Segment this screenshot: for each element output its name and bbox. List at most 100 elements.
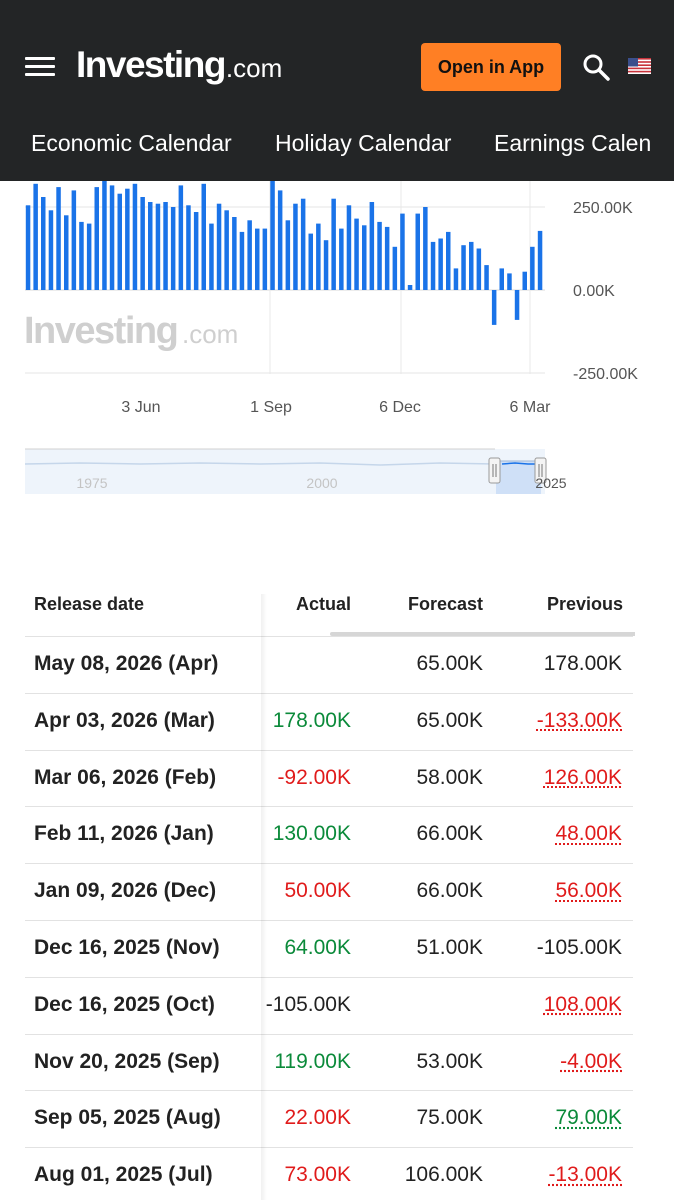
table-row[interactable]: Dec 16, 2025 (Nov) 64.00K 51.00K -105.00K (25, 920, 633, 977)
chart-bar[interactable] (308, 233, 314, 290)
chart-bar[interactable] (94, 187, 100, 290)
us-flag-icon[interactable] (628, 58, 651, 74)
hamburger-menu-icon[interactable] (25, 57, 55, 77)
chart-bar[interactable] (56, 187, 61, 290)
chart-bar[interactable] (430, 241, 436, 290)
chart-bar[interactable] (163, 202, 168, 290)
header-actual[interactable]: Actual (295, 594, 351, 614)
table-row[interactable]: Sep 05, 2025 (Aug) 22.00K 75.00K 79.00K (25, 1090, 633, 1147)
header-previous[interactable]: Previous (546, 594, 623, 614)
chart-bar[interactable] (148, 202, 153, 290)
chart-bar[interactable] (369, 202, 375, 290)
chart-bar[interactable] (270, 181, 275, 290)
chart-bar[interactable] (491, 290, 497, 325)
chart-bar[interactable] (33, 183, 38, 290)
table-row[interactable]: Aug 01, 2025 (Jul) 73.00K 106.00K -13.00K (25, 1147, 633, 1200)
chart-bar[interactable] (117, 193, 123, 290)
chart-bar[interactable] (170, 207, 176, 290)
chart-bar[interactable] (476, 248, 482, 291)
table-row[interactable]: May 08, 2026 (Apr) 65.00K 178.00K (25, 636, 633, 693)
previous-cell: 126.00K (543, 765, 622, 789)
chart-bar[interactable] (423, 207, 428, 290)
chart-bar[interactable] (255, 228, 260, 290)
table-row[interactable]: Jan 09, 2026 (Dec) 50.00K 66.00K 56.00K (25, 863, 633, 920)
table-row[interactable]: Mar 06, 2026 (Feb) -92.00K 58.00K 126.00K (25, 749, 633, 807)
chart-bar[interactable] (79, 221, 84, 290)
chart-bar[interactable] (438, 238, 443, 291)
chart-bar[interactable] (392, 246, 398, 290)
nav-earnings-calendar[interactable]: Earnings Calen (494, 130, 652, 156)
chart-bar[interactable] (71, 190, 77, 290)
chart-bar[interactable] (537, 230, 543, 290)
chart-bar[interactable] (530, 246, 535, 290)
table-row[interactable]: Nov 20, 2025 (Sep) 119.00K 53.00K -4.00K (25, 1033, 633, 1091)
chart-bar[interactable] (354, 218, 359, 290)
chart-bar[interactable] (216, 203, 222, 290)
navigator-selection[interactable] (496, 461, 541, 494)
chart-bar[interactable] (201, 183, 207, 290)
navigator-background[interactable] (25, 449, 545, 494)
chart-bar[interactable] (346, 205, 352, 290)
chart-bar[interactable] (300, 198, 306, 290)
header-release-date[interactable]: Release date (34, 594, 145, 614)
chart-bar[interactable] (224, 210, 229, 290)
chart-bar[interactable] (323, 240, 329, 290)
chart-bar[interactable] (132, 183, 138, 290)
sticky-column-shadow (261, 594, 267, 1200)
chart-bar[interactable] (407, 285, 413, 290)
chart-bar[interactable] (293, 203, 298, 290)
chart-bar[interactable] (25, 205, 31, 290)
nav-economic-calendar[interactable]: Economic Calendar (31, 130, 232, 156)
chart-bar[interactable] (446, 231, 451, 290)
nav-holiday-calendar[interactable]: Holiday Calendar (275, 130, 452, 156)
chart-bar[interactable] (522, 271, 528, 290)
chart-bar[interactable] (461, 245, 466, 290)
header-forecast[interactable]: Forecast (407, 594, 483, 614)
chart-bar[interactable] (331, 198, 336, 290)
search-icon[interactable] (582, 53, 610, 81)
chart-bar[interactable] (377, 221, 382, 290)
chart-bar[interactable] (41, 197, 46, 290)
chart-bar[interactable] (507, 273, 512, 290)
chart-bar[interactable] (277, 190, 283, 290)
open-in-app-button[interactable]: Open in App (421, 43, 561, 91)
chart-bar[interactable] (484, 265, 489, 290)
chart-bar[interactable] (125, 188, 130, 290)
chart-bar[interactable] (64, 215, 69, 290)
table-row[interactable]: Feb 11, 2026 (Jan) 130.00K 66.00K 48.00K (25, 806, 633, 863)
horizontal-scrollbar[interactable] (330, 632, 635, 636)
chart-bar[interactable] (178, 185, 184, 290)
chart-bar[interactable] (316, 223, 321, 290)
chart-bar[interactable] (415, 213, 421, 290)
table-row[interactable]: Dec 16, 2025 (Oct) -105.00K 108.00K (25, 976, 633, 1034)
chart-bar[interactable] (469, 241, 474, 290)
chart-watermark-suffix: .com (182, 319, 238, 349)
bar-chart[interactable]: Investing .com 250.00K 0.00K -250.00K 3 Ju… (0, 181, 674, 511)
chart-bar[interactable] (232, 217, 237, 290)
chart-bar[interactable] (514, 290, 520, 320)
chart-bar[interactable] (247, 220, 252, 290)
chart-bar[interactable] (140, 197, 145, 290)
chart-bar[interactable] (285, 220, 291, 290)
investing-logo[interactable]: Investing .com (76, 44, 282, 88)
chart-bar[interactable] (193, 212, 199, 290)
table-row[interactable]: Apr 03, 2026 (Mar) 178.00K 65.00K -133.00K (25, 692, 633, 750)
chart-bar[interactable] (339, 228, 344, 290)
chart-bar[interactable] (186, 205, 191, 290)
chart-bar[interactable] (102, 181, 107, 290)
chart-bar[interactable] (499, 268, 505, 290)
x-tick-label: 6 Mar (510, 399, 552, 416)
chart-bar[interactable] (262, 228, 268, 290)
chart-bar[interactable] (155, 203, 161, 290)
chart-bar[interactable] (86, 223, 92, 290)
chart-bar[interactable] (384, 226, 390, 290)
chart-bar[interactable] (362, 225, 367, 290)
navigator-handle[interactable] (488, 457, 501, 484)
chart-bar[interactable] (239, 231, 245, 290)
navigator-handle[interactable] (534, 457, 547, 484)
chart-bar[interactable] (209, 223, 214, 290)
chart-bar[interactable] (400, 213, 405, 290)
chart-bar[interactable] (109, 185, 115, 290)
chart-bar[interactable] (453, 268, 459, 290)
chart-bar[interactable] (48, 210, 54, 290)
